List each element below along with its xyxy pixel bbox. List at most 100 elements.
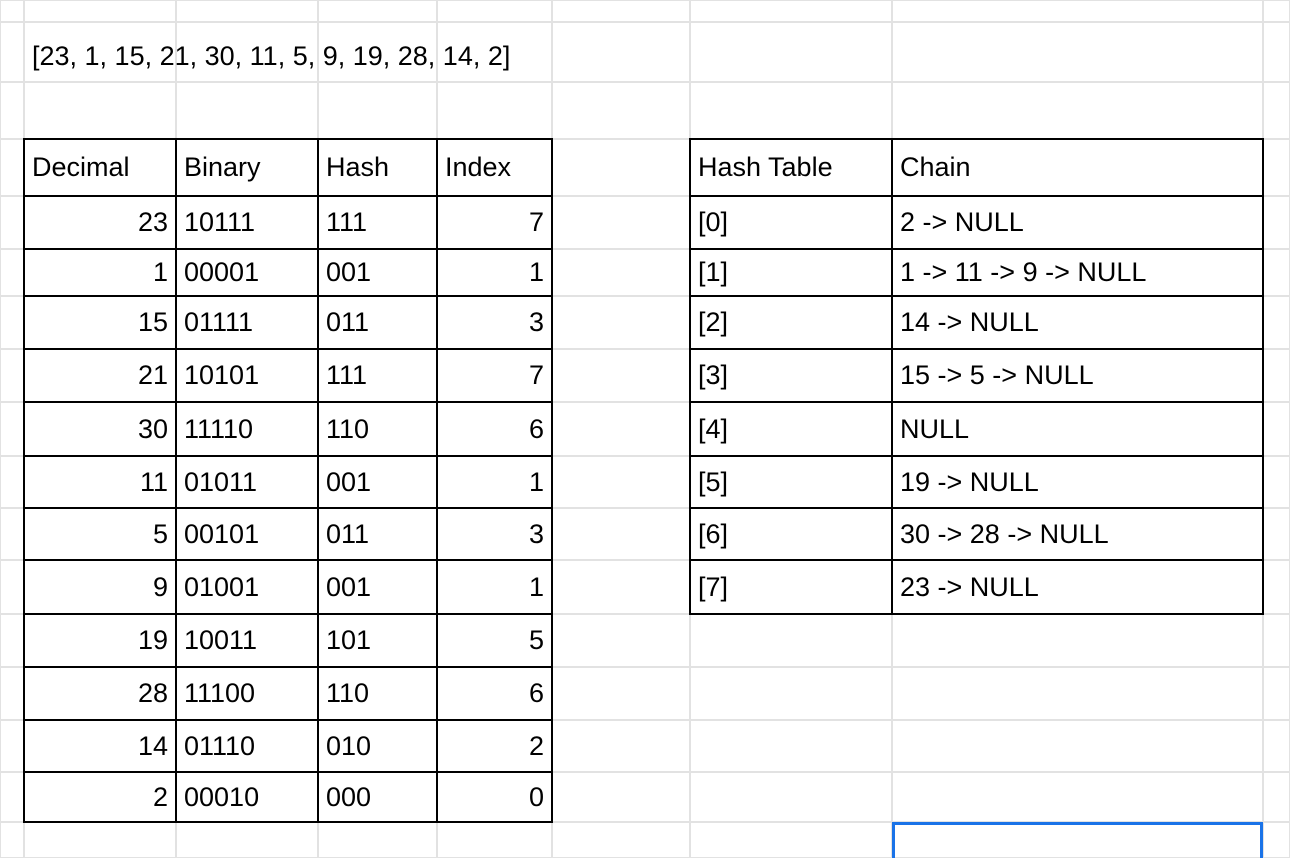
binary-cell[interactable]: 10101 [184, 360, 260, 390]
cell-border [551, 138, 553, 823]
bucket-index-cell[interactable]: [6] [698, 518, 729, 549]
gridline-horizontal [0, 195, 1290, 197]
cell-border [689, 348, 1264, 350]
binary-cell[interactable]: 10011 [184, 625, 258, 655]
header-binary[interactable]: Binary [184, 152, 261, 182]
decimal-cell[interactable]: 14 [137, 730, 168, 761]
decimal-cell[interactable]: 15 [137, 307, 168, 337]
cell-border [23, 248, 553, 250]
decimal-cell[interactable]: 28 [137, 678, 168, 708]
header-decimal[interactable]: Decimal [32, 152, 130, 182]
binary-cell[interactable]: 00001 [184, 257, 260, 287]
decimal-cell[interactable]: 23 [137, 207, 168, 237]
hash-cell[interactable]: 101 [326, 625, 372, 655]
hash-cell[interactable]: 010 [326, 730, 372, 761]
binary-cell[interactable]: 01001 [184, 571, 260, 602]
decimal-cell[interactable]: 11 [139, 466, 168, 497]
bucket-index-cell[interactable]: [2] [698, 307, 729, 337]
cell-border [689, 248, 1264, 250]
gridline-horizontal [0, 138, 1290, 140]
index-cell[interactable]: 6 [528, 678, 544, 708]
decimal-cell[interactable]: 21 [137, 360, 168, 390]
decimal-cell[interactable]: 5 [152, 518, 168, 549]
index-cell[interactable]: 1 [528, 466, 544, 497]
index-cell[interactable]: 0 [528, 781, 544, 812]
index-cell[interactable]: 7 [528, 207, 544, 237]
header-index[interactable]: Index [445, 152, 512, 182]
header-hash[interactable]: Hash [326, 152, 390, 182]
chain-cell[interactable]: 23 -> NULL [900, 571, 1039, 602]
cell-border [689, 401, 1264, 403]
gridline-vertical [0, 0, 1, 858]
gridline-horizontal [0, 348, 1290, 350]
bucket-index-cell[interactable]: [5] [698, 466, 729, 497]
decimal-cell[interactable]: 9 [152, 571, 168, 602]
gridline-horizontal [0, 295, 1290, 297]
gridline-horizontal [0, 613, 1290, 615]
cell-border [891, 138, 893, 615]
hash-cell[interactable]: 000 [326, 781, 372, 812]
hash-cell[interactable]: 001 [326, 466, 372, 497]
index-cell[interactable]: 1 [528, 571, 544, 602]
cell-border [689, 138, 691, 615]
index-cell[interactable]: 5 [528, 625, 544, 655]
cell-border [689, 559, 1264, 561]
cell-border [689, 195, 1264, 197]
header-hash-table[interactable]: Hash Table [698, 152, 833, 182]
cell-border [689, 138, 1264, 140]
gridline-horizontal [0, 248, 1290, 250]
cell-border [1262, 138, 1264, 615]
decimal-cell[interactable]: 19 [137, 625, 168, 655]
gridline-horizontal [0, 666, 1290, 668]
bucket-index-cell[interactable]: [3] [698, 360, 729, 390]
hash-cell[interactable]: 110 [326, 678, 370, 708]
cell-border [23, 455, 553, 457]
hash-cell[interactable]: 110 [326, 413, 370, 444]
binary-cell[interactable]: 01110 [184, 730, 256, 761]
cell-border [689, 613, 1264, 615]
binary-cell[interactable]: 11100 [184, 678, 256, 708]
chain-cell[interactable]: NULL [900, 413, 970, 444]
selected-cell[interactable] [892, 822, 1263, 858]
header-chain[interactable]: Chain [900, 152, 971, 182]
binary-cell[interactable]: 10111 [184, 207, 256, 237]
bucket-index-cell[interactable]: [4] [698, 413, 729, 444]
hash-cell[interactable]: 111 [326, 207, 368, 237]
cell-border [175, 138, 177, 823]
bucket-index-cell[interactable]: [1] [698, 257, 729, 287]
binary-cell[interactable]: 00010 [184, 781, 260, 812]
bucket-index-cell[interactable]: [0] [698, 207, 729, 237]
decimal-cell[interactable]: 2 [152, 781, 168, 812]
decimal-cell[interactable]: 1 [152, 257, 168, 287]
index-cell[interactable]: 6 [528, 413, 544, 444]
hash-cell[interactable]: 111 [326, 360, 368, 390]
bucket-index-cell[interactable]: [7] [698, 571, 729, 602]
chain-cell[interactable]: 1 -> 11 -> 9 -> NULL [900, 257, 1147, 287]
index-cell[interactable]: 3 [528, 307, 544, 337]
hash-cell[interactable]: 001 [326, 257, 372, 287]
binary-cell[interactable]: 01011 [184, 466, 258, 497]
array-cell[interactable]: [23, 1, 15, 21, 30, 11, 5, 9, 19, 28, 14… [32, 40, 511, 71]
cell-border [23, 507, 553, 509]
chain-cell[interactable]: 2 -> NULL [900, 207, 1024, 237]
gridline-horizontal [0, 401, 1290, 403]
cell-border [23, 771, 553, 773]
hash-cell[interactable]: 011 [326, 518, 370, 549]
binary-cell[interactable]: 00101 [184, 518, 260, 549]
index-cell[interactable]: 3 [528, 518, 544, 549]
chain-cell[interactable]: 14 -> NULL [900, 307, 1039, 337]
cell-border [23, 348, 553, 350]
gridline-horizontal [0, 0, 1290, 1]
chain-cell[interactable]: 30 -> 28 -> NULL [900, 518, 1109, 549]
decimal-cell[interactable]: 30 [137, 413, 168, 444]
chain-cell[interactable]: 19 -> NULL [900, 466, 1039, 497]
binary-cell[interactable]: 11110 [184, 413, 254, 444]
index-cell[interactable]: 7 [528, 360, 544, 390]
index-cell[interactable]: 2 [528, 730, 544, 761]
chain-cell[interactable]: 15 -> 5 -> NULL [900, 360, 1094, 390]
hash-cell[interactable]: 011 [326, 307, 370, 337]
hash-cell[interactable]: 001 [326, 571, 372, 602]
binary-cell[interactable]: 01111 [184, 307, 254, 337]
index-cell[interactable]: 1 [528, 257, 544, 287]
